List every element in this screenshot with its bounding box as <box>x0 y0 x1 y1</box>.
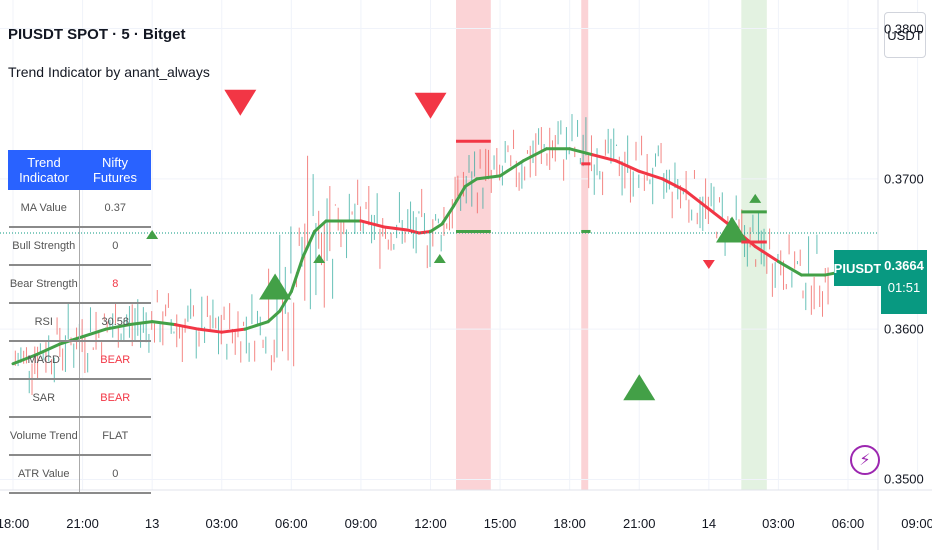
symbol-badge: PIUSDT <box>834 250 881 286</box>
row-label: Volume Trend <box>8 417 80 456</box>
row-label: Bear Strength <box>8 265 80 304</box>
trend-table: Trend Indicator Nifty Futures MA Value 0.… <box>8 150 151 494</box>
ma-segment <box>776 260 804 277</box>
row-label: MA Value <box>8 189 80 228</box>
x-tick-label: 06:00 <box>275 516 308 531</box>
row-value: 0.37 <box>79 189 151 228</box>
table-row: MA Value 0.37 <box>8 189 151 228</box>
row-value: 8 <box>79 265 151 304</box>
ma-segment <box>197 327 224 334</box>
x-tick-label: 03:00 <box>205 516 239 531</box>
ma-segment <box>278 290 293 313</box>
ma-segment <box>614 159 641 173</box>
ma-segment <box>405 228 421 235</box>
row-value: BEAR <box>79 379 151 418</box>
x-tick-label: 21:00 <box>66 516 99 531</box>
bear-zone <box>581 0 589 490</box>
buy-signal <box>623 374 656 401</box>
row-value: BEAR <box>79 341 151 380</box>
x-tick-label: 15:00 <box>483 516 517 531</box>
buy-signal <box>716 216 749 243</box>
table-row: Bull Strength 0 <box>8 227 151 266</box>
row-label: SAR <box>8 379 80 418</box>
ma-segment <box>220 327 247 334</box>
table-row: MACD BEAR <box>8 341 151 380</box>
ma-segment <box>684 189 711 211</box>
ma-segment <box>475 174 502 181</box>
x-tick-label: 14 <box>701 516 717 531</box>
bear-zone <box>456 0 491 490</box>
table-row: Bear Strength 8 <box>8 265 151 304</box>
x-tick-label: 18:00 <box>553 516 586 531</box>
table-row: ATR Value 0 <box>8 455 151 494</box>
x-tick-label: 09:00 <box>901 516 932 531</box>
lightning-icon[interactable]: ⚡ <box>850 445 880 475</box>
row-value: 0 <box>79 227 151 266</box>
x-tick-label: 12:00 <box>414 516 447 531</box>
ma-segment <box>463 177 479 188</box>
ma-segment <box>753 245 780 264</box>
table-row: SAR BEAR <box>8 379 151 418</box>
row-label: ATR Value <box>8 455 80 494</box>
x-tick-label: 06:00 <box>831 516 865 531</box>
ma-segment <box>243 320 270 331</box>
row-label: RSI <box>8 303 80 342</box>
table-header-market: Nifty Futures <box>79 150 151 190</box>
ma-segment <box>266 309 282 324</box>
y-tick-label: 0.3700 <box>884 171 924 187</box>
ma-segment <box>301 229 317 259</box>
row-value: FLAT <box>79 417 151 456</box>
row-value: 30.58 <box>79 303 151 342</box>
table-row: Volume Trend FLAT <box>8 417 151 456</box>
y-tick-label: 0.3600 <box>884 321 924 337</box>
chart-title: PIUSDT SPOT · 5 · Bitget <box>8 26 186 43</box>
buy-signal <box>433 254 446 264</box>
buy-signal <box>259 273 292 300</box>
ma-segment <box>440 204 456 226</box>
ma-segment <box>359 219 386 229</box>
ma-segment <box>660 177 688 193</box>
x-tick-label: 09:00 <box>344 516 378 531</box>
ma-segment <box>568 147 595 157</box>
indicator-name[interactable]: Trend Indicator by anant_always <box>8 64 210 80</box>
x-tick-label: 18:00 <box>0 516 30 531</box>
ma-segment <box>498 159 525 178</box>
currency-button[interactable]: USDT <box>884 12 926 58</box>
x-tick-label: 03:00 <box>762 516 795 531</box>
ma-segment <box>313 219 328 233</box>
y-tick-label: 0.3500 <box>884 471 924 487</box>
x-tick-label: 13 <box>144 516 160 531</box>
sell-signal <box>224 89 257 116</box>
last-price: 0.3664 <box>884 258 924 273</box>
ma-segment <box>289 255 305 294</box>
y-tick-label: 0.3800 <box>884 21 924 37</box>
ma-segment <box>173 323 201 331</box>
sell-signal <box>414 92 447 119</box>
buy-signal <box>313 254 326 264</box>
x-tick-label: 21:00 <box>622 516 656 531</box>
ma-segment <box>429 222 444 233</box>
ma-segment <box>150 320 177 327</box>
ma-segment <box>452 184 467 208</box>
sell-signal <box>702 260 715 270</box>
ma-segment <box>591 153 618 163</box>
table-row: RSI 30.58 <box>8 303 151 342</box>
ma-segment <box>521 147 548 163</box>
ma-segment <box>637 169 664 181</box>
last-price-badge: 0.3664 01:51 <box>881 250 927 314</box>
countdown: 01:51 <box>887 280 921 295</box>
table-header-indicator: Trend Indicator <box>8 150 80 190</box>
row-label: MACD <box>8 341 80 380</box>
row-label: Bull Strength <box>8 227 80 266</box>
row-value: 0 <box>79 455 151 494</box>
ma-segment <box>382 225 409 232</box>
buy-signal <box>749 193 762 203</box>
